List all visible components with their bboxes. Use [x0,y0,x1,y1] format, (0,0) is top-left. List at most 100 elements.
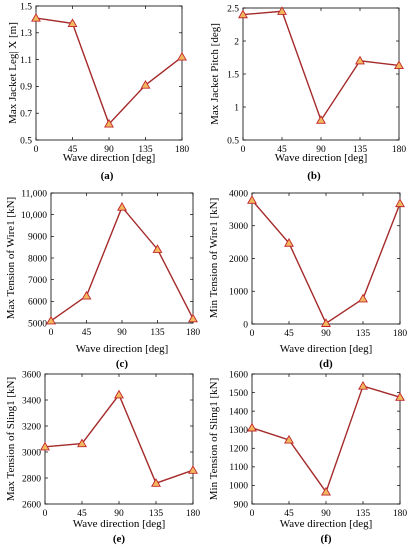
y-tick-label: 11,000 [21,189,47,199]
data-point-marker [67,18,78,28]
panel-label-c: (c) [115,358,129,370]
y-axis-label-b: Max Jacket Pitch [deg] [209,23,221,125]
y-tick-label: 0.5 [20,136,32,146]
y-tick-label: 5000 [28,319,47,329]
y-tick-label: 1500 [229,389,248,399]
y-tick-label: 1.5 [20,2,32,12]
series-line-c [50,205,194,322]
y-tick-label: 3200 [22,422,41,432]
data-point-marker [284,238,294,247]
panel-label-d: (d) [319,358,333,370]
data-point-marker [395,392,405,401]
y-tick-label: 4000 [229,189,248,199]
x-axis-label-a: Wave direction [deg] [62,152,156,164]
data-point-marker [46,315,56,325]
x-tick-label: 0 [34,145,39,155]
x-tick-label: 135 [150,328,165,338]
data-point-marker [395,198,405,208]
y-tick-label: 2.5 [227,4,239,14]
x-tick-label: 0 [241,145,246,155]
x-tick-label: 90 [321,509,331,519]
x-tick-label: 0 [43,509,48,519]
x-tick-label: 135 [149,509,164,519]
x-tick-label: 135 [138,145,153,155]
data-point-marker [117,201,127,211]
panel-label-f: (f) [320,533,332,545]
plot-area-b: 0 45 90 135 180 0.5 1 1.5 2 2.5 [227,4,406,155]
data-point-marker [81,290,92,300]
x-tick-label: 45 [284,509,294,519]
y-tick-label: 1.1 [20,56,32,66]
x-tick-label: 45 [277,145,287,155]
y-tick-label: 9000 [28,233,47,243]
data-point-marker [358,380,368,390]
plot-area-c: 0 45 90 135 180 5000 6000 7000 8000 9000 10,000 11,… [21,189,201,338]
data-point-marker [358,293,368,303]
x-tick-label: 135 [356,509,371,519]
y-tick-label: 2800 [22,474,41,484]
y-tick-label: 1 [234,103,239,113]
plot-area-e: 0 45 90 135 180 2600 2800 3000 3200 3400 3600 [22,370,200,519]
data-point-marker [77,438,87,448]
x-tick-label: 90 [316,145,326,155]
y-tick-label: 1.5 [227,70,239,80]
data-point-marker [247,422,257,432]
y-tick-label: 2000 [229,255,248,265]
y-tick-label: 1000 [229,288,248,298]
y-tick-label: 10,000 [21,211,47,221]
x-tick-label: 180 [175,145,190,155]
data-point-marker [140,79,151,89]
data-point-marker [40,441,50,451]
y-tick-label: 0 [243,320,248,330]
series-line-f [251,385,401,494]
axes-frame-c [50,192,194,324]
chart-panel-c: 0 45 90 135 180 5000 6000 7000 8000 9000 10,000 11,… [21,189,201,338]
y-tick-label: 0.7 [20,110,32,120]
data-point-marker [238,9,248,19]
data-point-marker [104,118,114,128]
series-line-d [251,199,401,325]
data-point-marker [177,51,187,61]
x-tick-label: 135 [356,329,371,339]
x-tick-label: 0 [250,329,255,339]
x-tick-label: 0 [250,509,255,519]
x-tick-label: 90 [104,145,114,155]
y-tick-label: 3000 [229,222,248,232]
x-tick-label: 180 [393,509,408,519]
y-tick-label: 8000 [28,254,47,264]
y-tick-label: 1.3 [20,29,32,39]
series-line-a [35,17,183,126]
x-axis-label-f: Wave direction [deg] [279,518,373,530]
data-point-marker [188,465,198,474]
x-axis-label-e: Wave direction [deg] [72,518,166,530]
y-axis-label-e: Max Tension of Sling1 [kN] [5,376,17,502]
x-tick-label: 180 [186,328,201,338]
chart-panel-e: 0 45 90 135 180 2600 2800 3000 3200 3400 3600 [22,370,200,519]
data-point-marker [277,6,287,15]
y-axis-label-a: Max Jacket Leg| X [m] [7,22,19,124]
y-tick-label: 1100 [229,463,248,473]
x-tick-label: 90 [117,328,127,338]
x-tick-label: 45 [82,328,92,338]
y-tick-label: 3000 [22,448,41,458]
data-point-marker [151,478,161,487]
series-line-e [44,393,194,485]
axes-frame-f [251,373,401,505]
data-point-marker [284,434,294,444]
y-tick-label: 7000 [28,276,47,286]
y-axis-label-c: Max Tension of Wire1 [kN] [5,196,17,320]
x-tick-label: 135 [353,145,368,155]
axes-frame-d [251,192,401,325]
x-tick-label: 180 [392,145,407,155]
y-tick-label: 0.9 [20,83,32,93]
x-axis-label-c: Wave direction [deg] [75,343,169,355]
data-point-marker [31,12,41,22]
y-tick-label: 2 [234,37,239,47]
x-tick-label: 45 [284,329,294,339]
x-axis-label-b: Wave direction [deg] [274,152,368,164]
x-tick-label: 45 [68,145,78,155]
y-tick-label: 3400 [22,396,41,406]
data-point-marker [114,389,124,399]
chart-panel-d: 0 45 90 135 180 0 1000 2000 3000 4000 [229,189,407,339]
